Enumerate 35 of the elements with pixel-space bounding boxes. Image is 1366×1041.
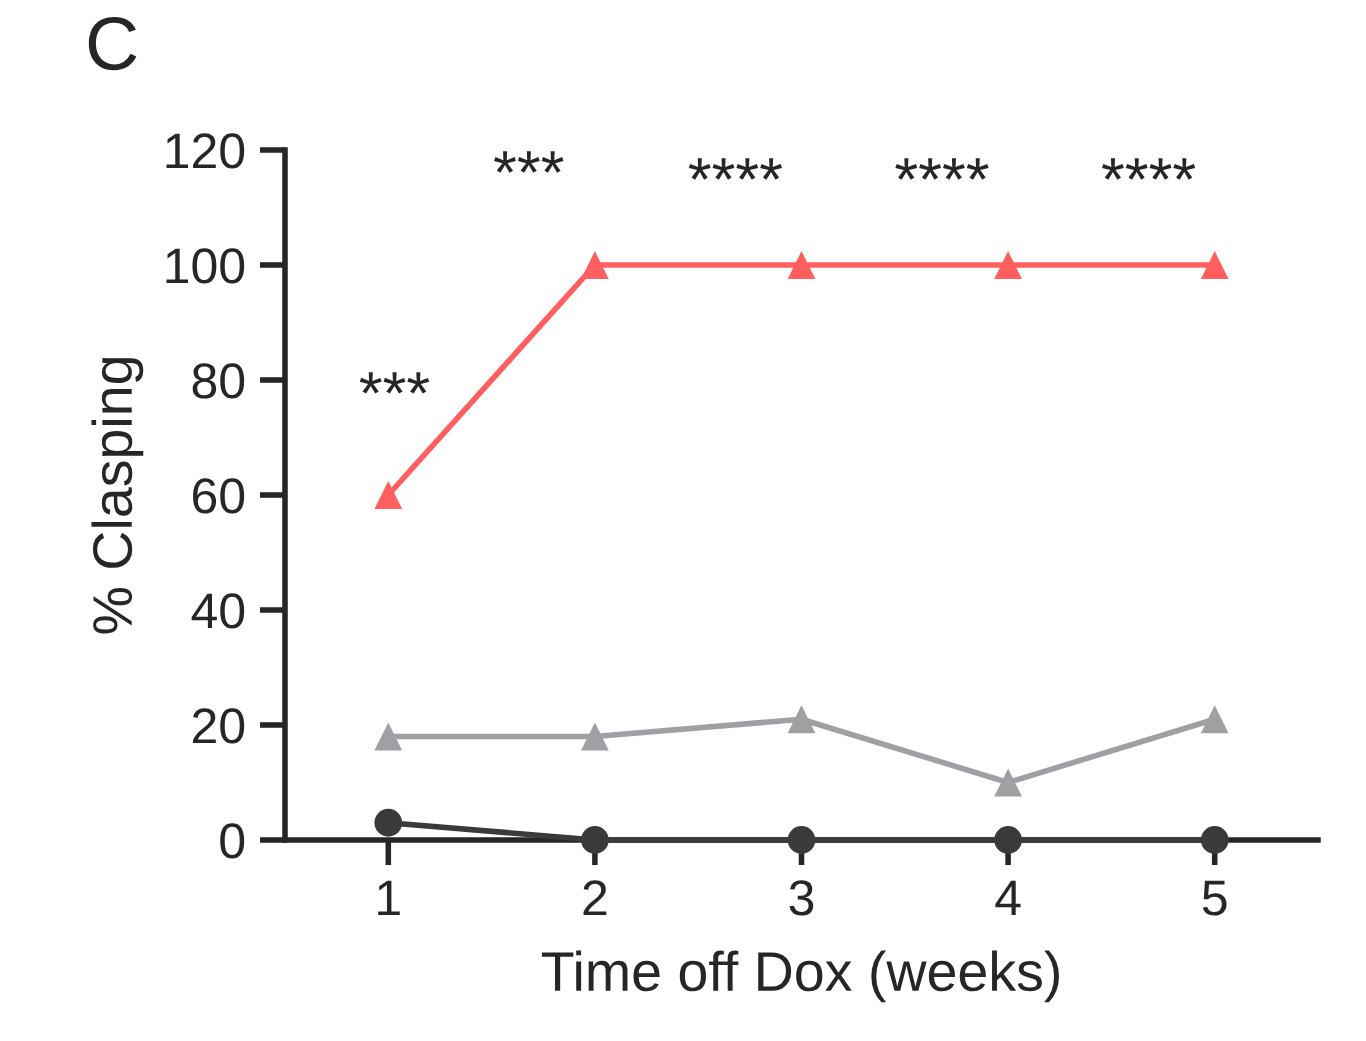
point: [374, 481, 403, 509]
y-tick-label: 100: [166, 248, 245, 284]
annotation: ****: [895, 158, 989, 180]
point: [994, 826, 1022, 854]
annotation: ****: [688, 158, 782, 180]
point: [581, 826, 609, 854]
point: [374, 722, 403, 751]
point: [1200, 705, 1229, 734]
point: [374, 808, 403, 837]
point: [787, 251, 816, 279]
point: [787, 826, 816, 854]
y-axis-title: % Clasping: [91, 358, 144, 634]
y-tick-label: 20: [193, 708, 245, 744]
x-tick-label: 2: [583, 880, 607, 916]
y-tick-label: 0: [220, 823, 245, 859]
annotation: ***: [359, 372, 430, 394]
y-tick-label: 60: [193, 478, 245, 514]
x-tick-label: 5: [1202, 880, 1227, 916]
point: [994, 768, 1022, 797]
x-axis-title: Time off Dox (weeks): [541, 950, 1059, 1003]
text: C: [88, 17, 137, 71]
point: [994, 251, 1022, 279]
point: [787, 705, 816, 734]
x-tick-label: 4: [995, 880, 1021, 916]
y-tick-label: 80: [192, 363, 245, 399]
x-tick-label: 1: [378, 880, 400, 916]
annotation: ***: [494, 151, 564, 173]
point: [581, 251, 609, 279]
y-tick-label: 40: [191, 593, 245, 629]
x-tick-label: 3: [789, 880, 814, 916]
y-tick-label: 120: [166, 133, 245, 169]
point: [1200, 251, 1229, 279]
point: [1200, 826, 1229, 854]
annotation: ****: [1102, 158, 1196, 180]
point: [581, 722, 609, 751]
